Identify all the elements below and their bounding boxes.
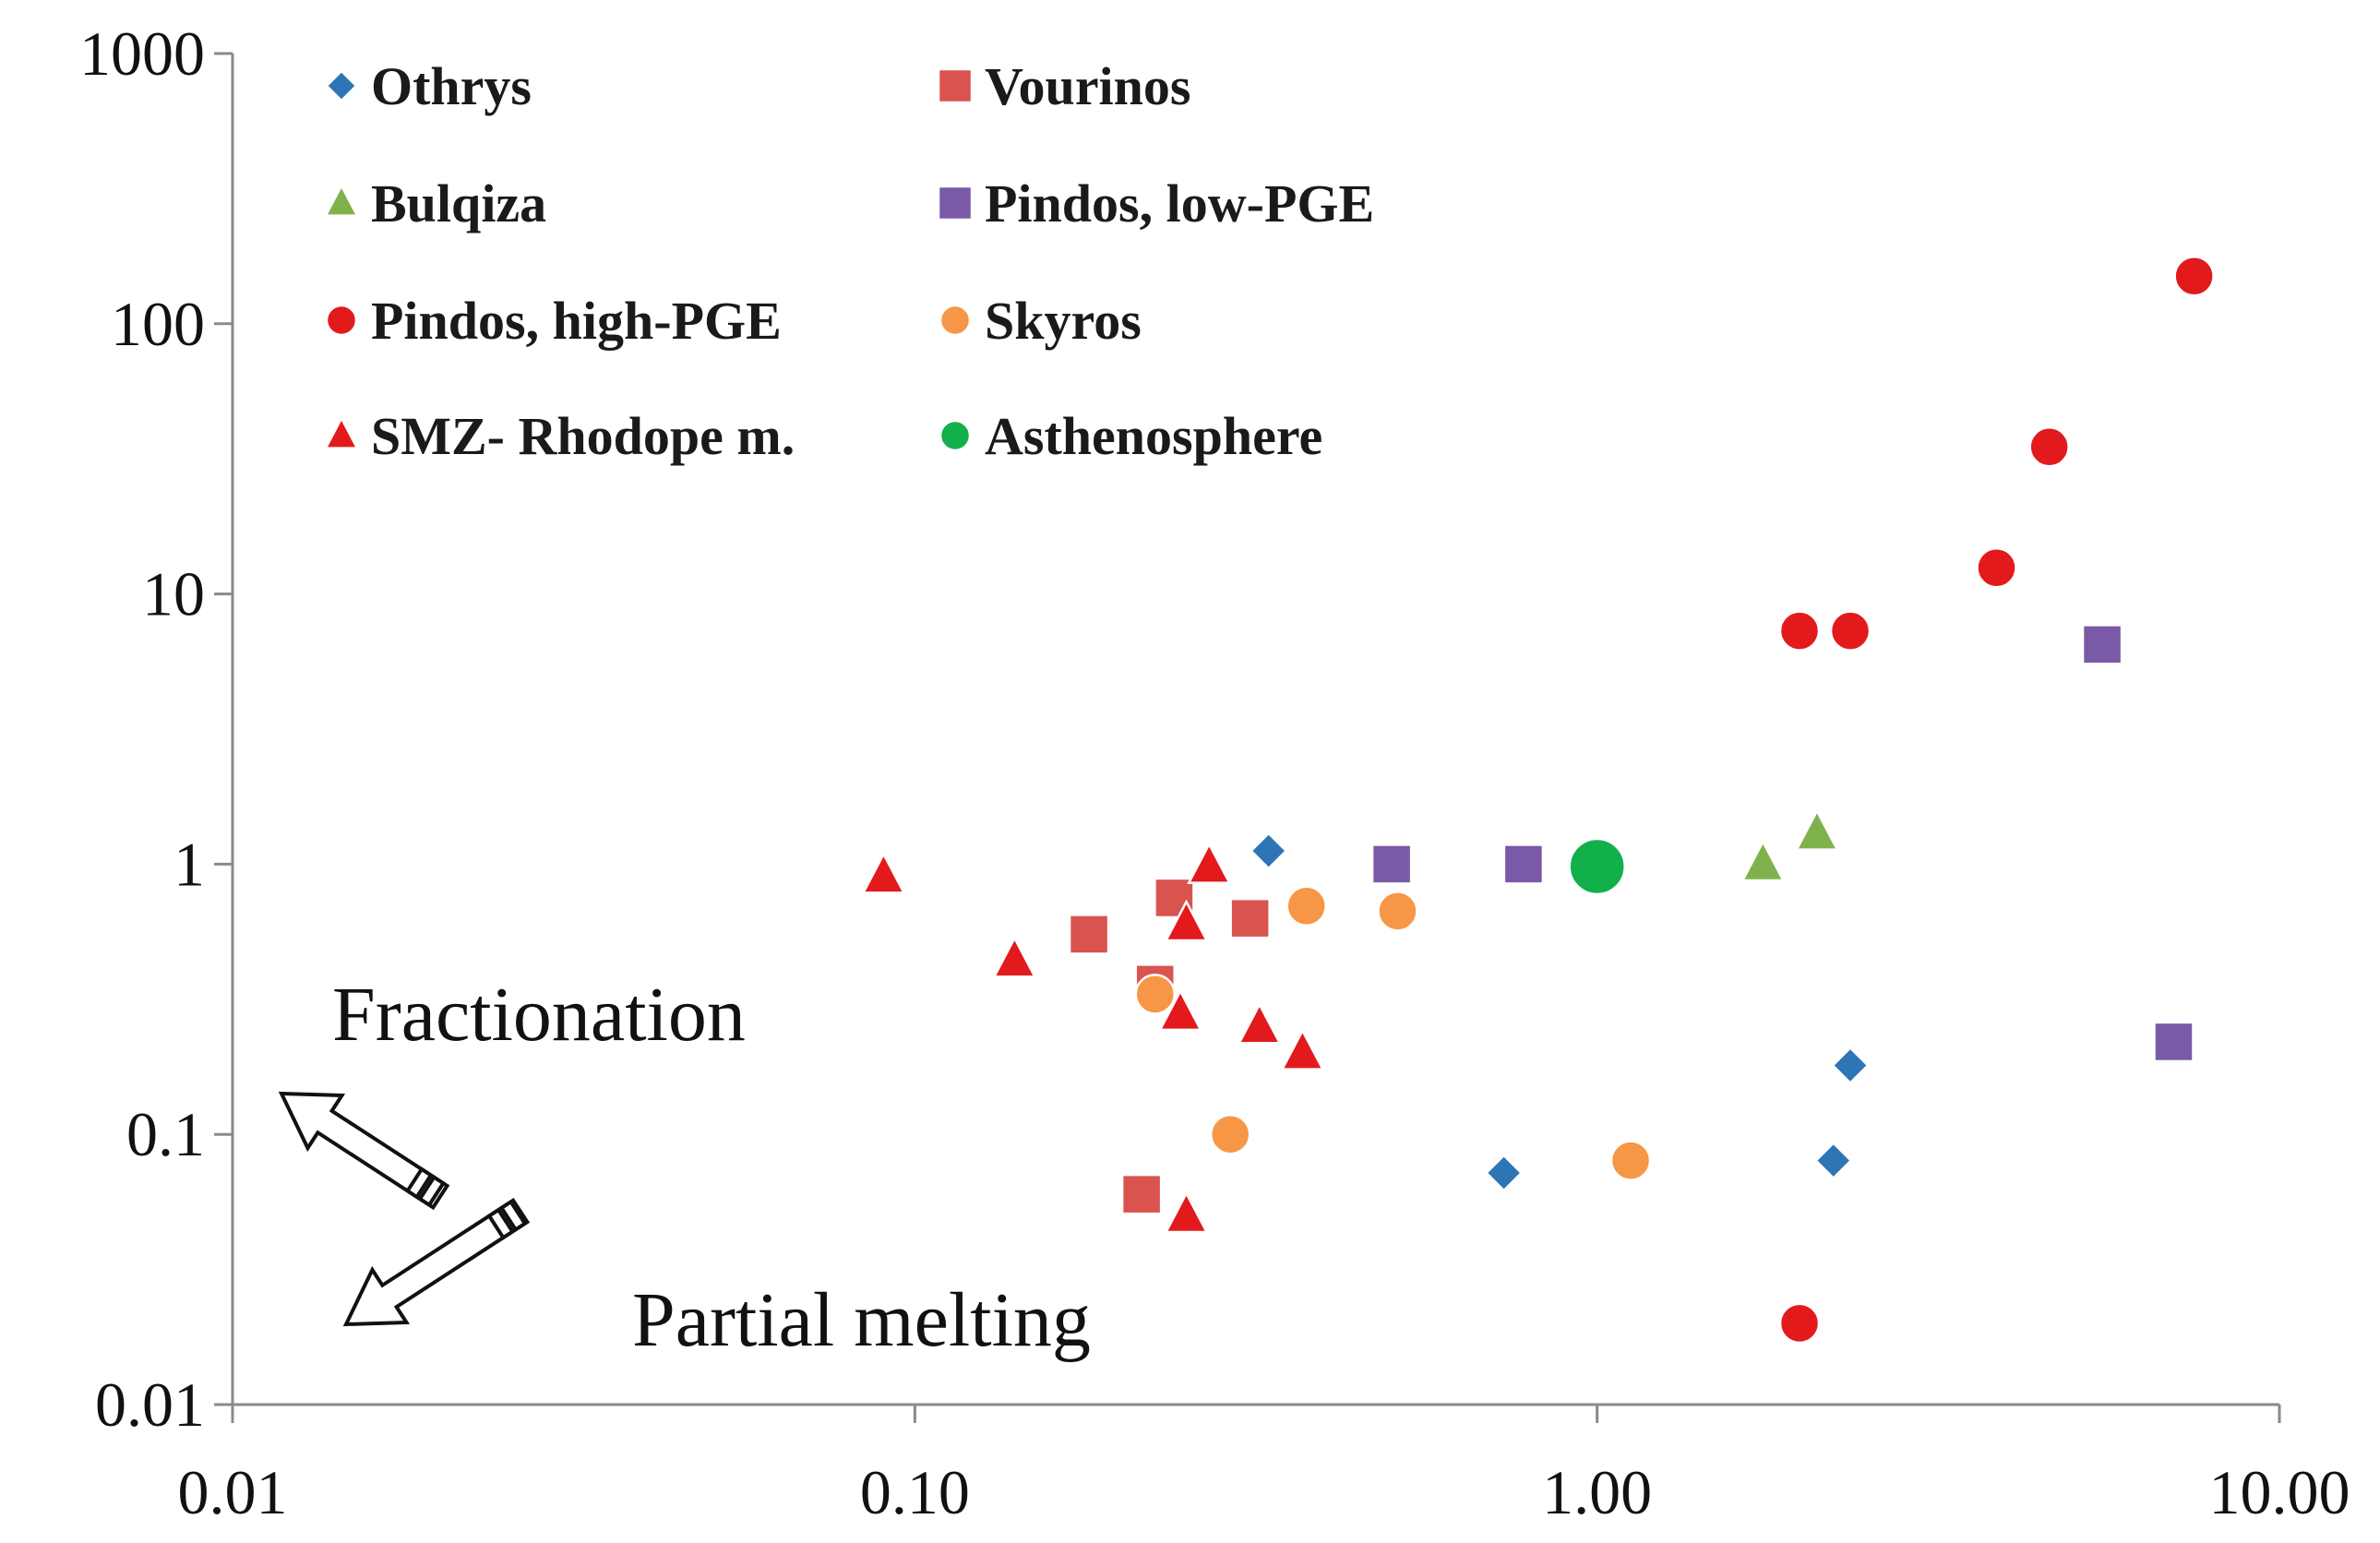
data-point-pindos-high-pge bbox=[1778, 610, 1821, 652]
data-point-bulqiza bbox=[1794, 808, 1839, 851]
data-point-smz-rhodope-m bbox=[992, 935, 1037, 978]
data-point-pindos-high-pge bbox=[2028, 426, 2070, 468]
data-point-vourinos bbox=[1120, 1173, 1163, 1215]
legend-marker-pindos-low-pge bbox=[937, 185, 974, 221]
annotation-partial-melting: Partial melting bbox=[632, 1277, 1091, 1363]
data-point-smz-rhodope-m bbox=[1157, 988, 1203, 1032]
y-tick-label: 1 bbox=[173, 829, 205, 899]
series-skyros bbox=[1134, 885, 1652, 1181]
data-point-pindos-low-pge bbox=[2153, 1021, 2195, 1063]
legend: Othrys Vourinos Bulqiza Pindos, low-PGE Pind… bbox=[323, 56, 1374, 466]
annotations: Fractionation Partial melting bbox=[278, 972, 1091, 1363]
x-tick-label: 1.00 bbox=[1542, 1457, 1652, 1527]
data-point-bulqiza bbox=[1740, 839, 1786, 882]
series-othrys bbox=[1249, 831, 1870, 1192]
partial-melting-arrow-icon bbox=[342, 1197, 531, 1327]
data-point-skyros bbox=[1286, 885, 1327, 927]
data-point-othrys bbox=[1484, 1154, 1524, 1192]
legend-label: Vourinos bbox=[985, 56, 1191, 116]
legend-item-bulqiza: Bulqiza bbox=[323, 173, 546, 233]
data-point-smz-rhodope-m bbox=[861, 851, 906, 894]
legend-label: Othrys bbox=[371, 56, 532, 116]
x-tick-label: 0.10 bbox=[860, 1457, 970, 1527]
fractionation-arrow-icon bbox=[278, 1091, 450, 1211]
data-point-vourinos bbox=[1229, 897, 1271, 939]
data-point-pindos-low-pge bbox=[1502, 843, 1545, 885]
legend-label: Asthenosphere bbox=[985, 406, 1322, 466]
legend-item-pindos-high-pge: Pindos, high-PGE bbox=[325, 291, 782, 351]
y-tick-label: 0.1 bbox=[126, 1099, 205, 1169]
series-asthenosphere bbox=[1568, 837, 1626, 896]
series-pindos-high-pge bbox=[1778, 255, 2215, 1345]
data-point-vourinos bbox=[1154, 877, 1195, 919]
data-point-skyros bbox=[1377, 891, 1418, 932]
legend-item-vourinos: Vourinos bbox=[937, 56, 1191, 116]
data-point-pindos-high-pge bbox=[2173, 255, 2215, 297]
legend-label: SMZ- Rhodope m. bbox=[371, 406, 795, 466]
legend-marker-vourinos bbox=[937, 67, 974, 104]
legend-item-pindos-low-pge: Pindos, low-PGE bbox=[937, 173, 1374, 233]
data-point-othrys bbox=[1249, 831, 1288, 870]
legend-label: Pindos, low-PGE bbox=[985, 173, 1374, 233]
data-point-pindos-high-pge bbox=[1778, 1302, 1821, 1345]
x-tick-label: 10.00 bbox=[2209, 1457, 2350, 1527]
legend-label: Bulqiza bbox=[371, 173, 546, 233]
legend-marker-othrys bbox=[325, 69, 358, 102]
y-tick-label: 10 bbox=[142, 559, 205, 629]
data-point-othrys bbox=[1813, 1141, 1853, 1180]
annotation-fractionation: Fractionation bbox=[332, 972, 746, 1058]
data-point-skyros bbox=[1609, 1140, 1652, 1181]
data-point-skyros bbox=[1209, 1113, 1251, 1155]
legend-label: Pindos, high-PGE bbox=[371, 291, 782, 351]
legend-marker-skyros bbox=[939, 304, 972, 337]
data-point-pindos-low-pge bbox=[1370, 843, 1413, 885]
legend-marker-bulqiza bbox=[323, 183, 360, 217]
x-tick-label: 0.01 bbox=[178, 1457, 288, 1527]
data-point-smz-rhodope-m bbox=[1187, 842, 1232, 884]
y-tick-label: 1000 bbox=[79, 18, 205, 89]
y-tick-label: 0.01 bbox=[95, 1370, 205, 1440]
data-point-pindos-low-pge bbox=[2081, 624, 2123, 665]
data-points bbox=[861, 255, 2215, 1345]
legend-item-smz-rhodope-m: SMZ- Rhodope m. bbox=[323, 406, 795, 466]
data-point-vourinos bbox=[1068, 914, 1110, 955]
data-point-smz-rhodope-m bbox=[1164, 899, 1209, 942]
data-point-smz-rhodope-m bbox=[1237, 1001, 1282, 1045]
data-point-smz-rhodope-m bbox=[1164, 1190, 1209, 1234]
data-point-pindos-high-pge bbox=[1829, 610, 1872, 652]
legend-marker-smz-rhodope-m bbox=[323, 415, 360, 449]
legend-item-skyros: Skyros bbox=[939, 291, 1142, 351]
legend-marker-pindos-high-pge bbox=[325, 304, 358, 337]
legend-item-othrys: Othrys bbox=[325, 56, 532, 116]
data-point-othrys bbox=[1831, 1046, 1870, 1085]
data-point-skyros bbox=[1134, 974, 1176, 1015]
y-tick-label: 100 bbox=[111, 289, 205, 359]
series-vourinos bbox=[1068, 877, 1271, 1215]
legend-label: Skyros bbox=[985, 291, 1142, 351]
data-point-asthenosphere bbox=[1568, 837, 1626, 896]
series-smz-rhodope-m bbox=[861, 842, 1325, 1234]
series-bulqiza bbox=[1740, 808, 1839, 882]
axes: 0.01 0.1 1 10 100 1000 0.01 0.10 1.00 10.00 bbox=[79, 18, 2350, 1527]
legend-item-asthenosphere: Asthenosphere bbox=[939, 406, 1322, 466]
legend-marker-asthenosphere bbox=[939, 419, 972, 452]
data-point-smz-rhodope-m bbox=[1280, 1028, 1325, 1071]
data-point-pindos-high-pge bbox=[1976, 546, 2017, 589]
series-pindos-low-pge bbox=[1370, 624, 2195, 1063]
